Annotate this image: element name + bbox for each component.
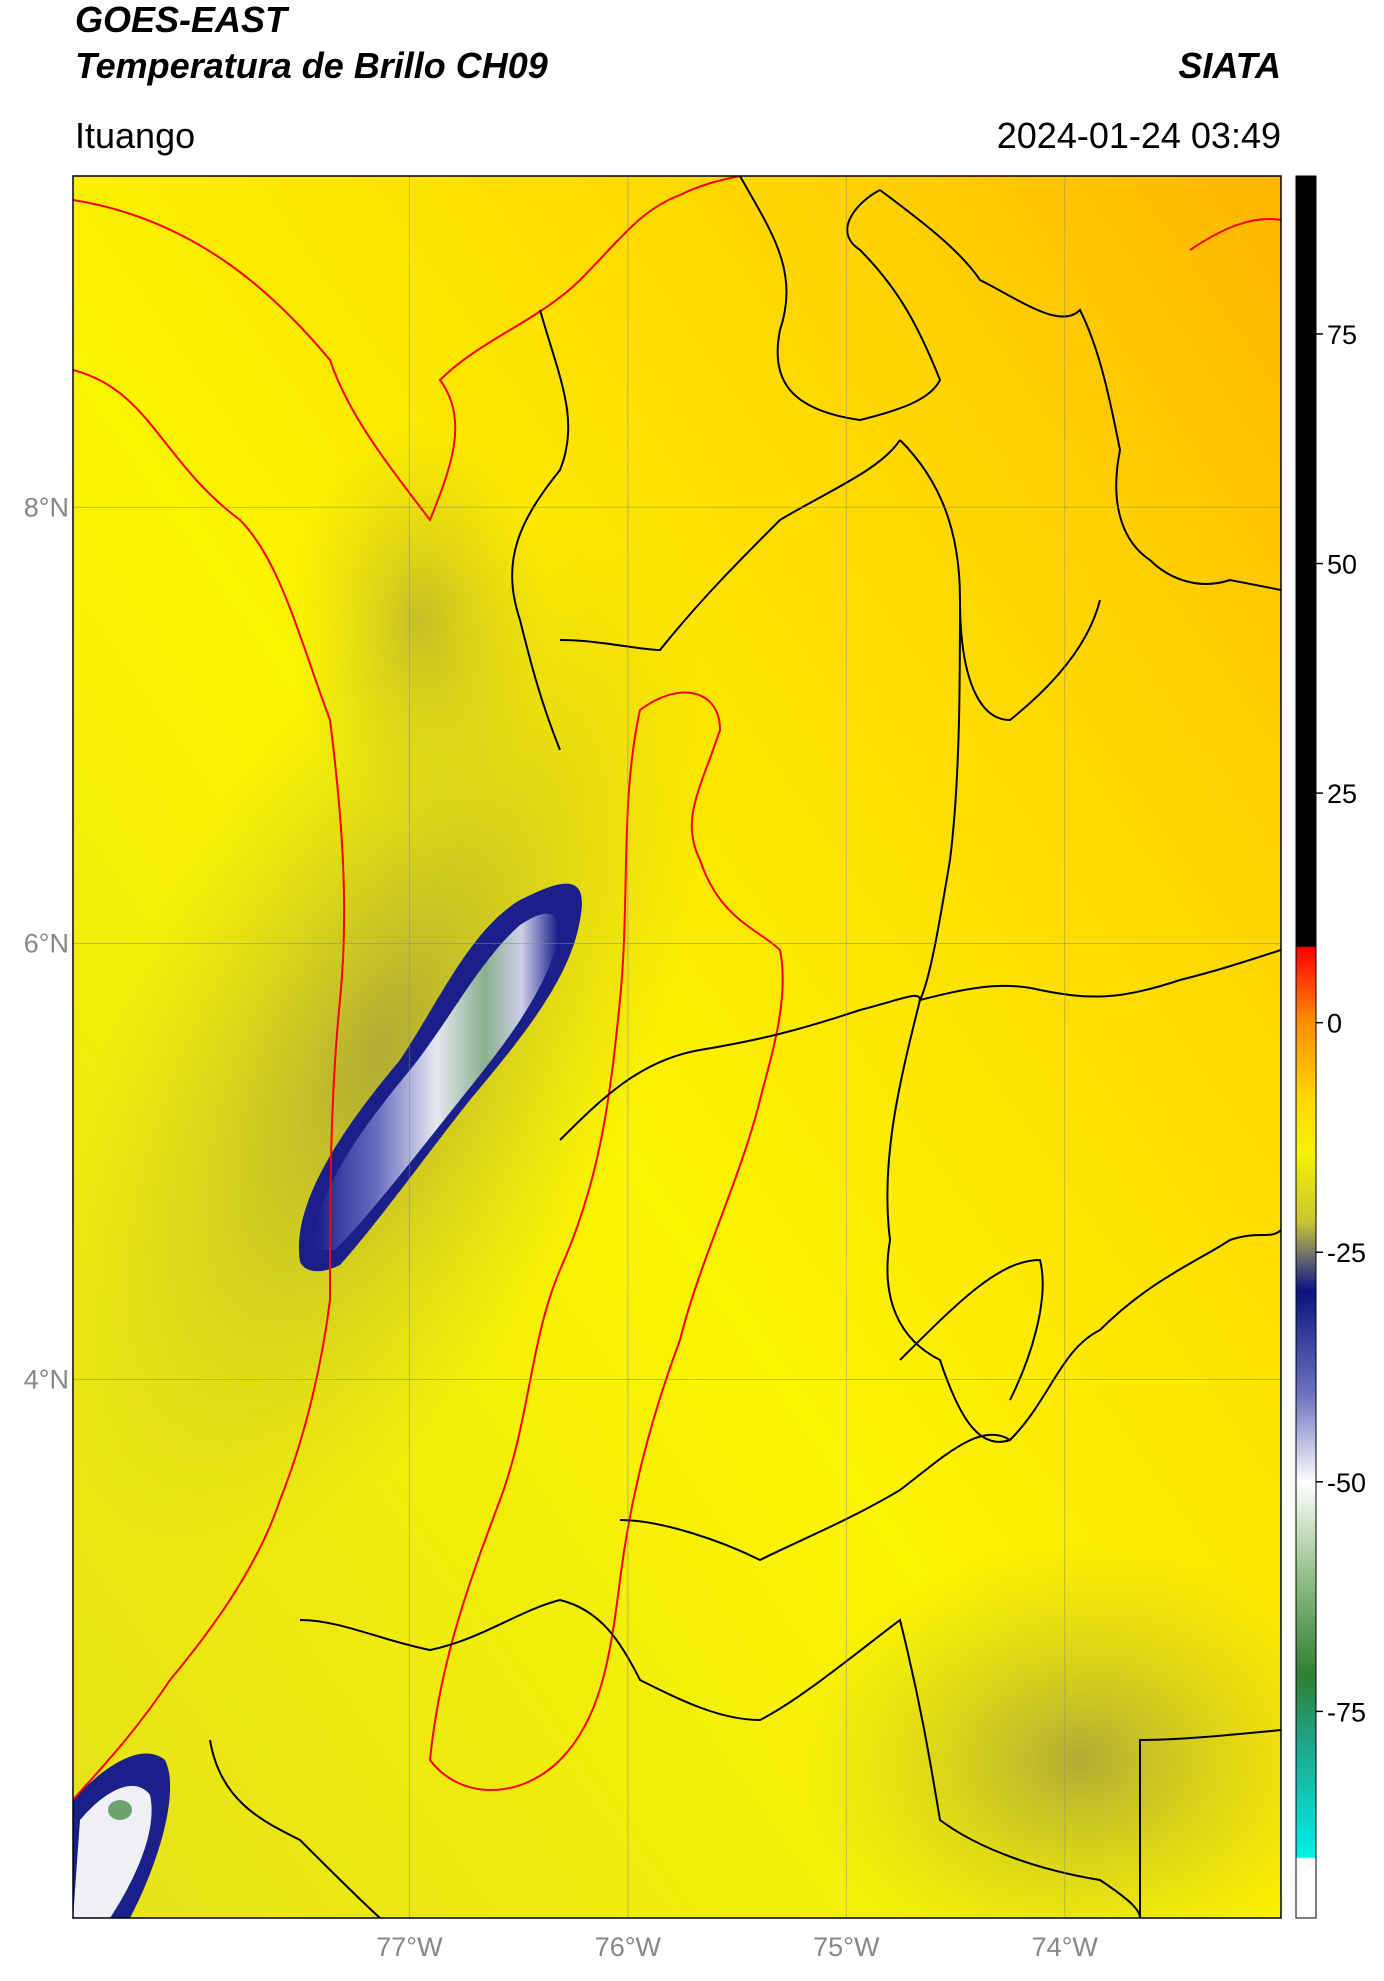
colorbar-tick-label: 0 — [1327, 1009, 1342, 1039]
lon-tick-label: 76°W — [595, 1932, 662, 1962]
lat-tick-label: 8°N — [24, 492, 69, 522]
lon-tick-label: 74°W — [1032, 1932, 1099, 1962]
colorbar-tick-label: 25 — [1327, 779, 1357, 809]
colorbar — [1295, 175, 1317, 1919]
source: SIATA — [1178, 45, 1281, 86]
colorbar-tick-label: 50 — [1327, 550, 1357, 580]
colorbar-tick-label: -75 — [1327, 1697, 1366, 1727]
location: Ituango — [75, 115, 195, 156]
title: GOES-EAST — [75, 0, 290, 40]
map-frame — [72, 175, 1282, 1919]
lat-tick-label: 4°N — [24, 1364, 69, 1394]
subtitle: Temperatura de Brillo CH09 — [75, 45, 548, 86]
map-image — [73, 176, 1281, 1918]
colorbar-tick-label: 75 — [1327, 320, 1357, 350]
lon-tick-label: 77°W — [376, 1932, 443, 1962]
lon-tick-label: 75°W — [813, 1932, 880, 1962]
datetime: 2024-01-24 03:49 — [997, 115, 1281, 156]
graticule — [73, 176, 1281, 1918]
colorbar-tick-label: -50 — [1327, 1468, 1366, 1498]
lat-tick-label: 6°N — [24, 928, 69, 958]
colorbar-tick-label: -25 — [1327, 1238, 1366, 1268]
